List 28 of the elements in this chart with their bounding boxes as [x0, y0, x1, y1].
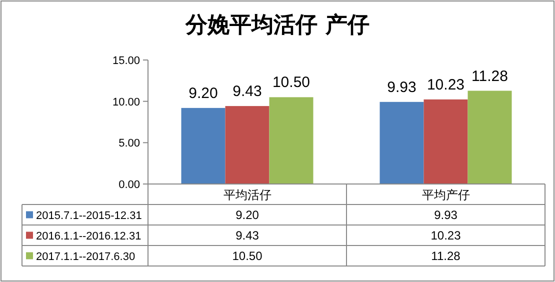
y-tick-label: 0.00 [118, 179, 140, 191]
data-label: 10.50 [232, 249, 263, 263]
data-label: 9.93 [434, 208, 458, 222]
chart-title: 分娩平均活仔 产仔 [184, 12, 370, 38]
legend-label: 2016.1.1--2016.12.31 [36, 230, 142, 242]
x-tick-label: 平均活仔 [223, 188, 272, 202]
data-label: 9.20 [236, 208, 260, 222]
text: 9.20 [188, 84, 218, 102]
bar [225, 106, 270, 184]
text: 9.43 [232, 83, 262, 100]
y-tick-label: 15.00 [112, 55, 140, 67]
bar [380, 102, 424, 184]
data-label: 11.28 [431, 249, 461, 263]
bar [269, 97, 314, 184]
legend-label: 2017.1.1--2017.6.30 [36, 251, 136, 263]
data-label: 9.43 [236, 228, 260, 242]
bar [181, 108, 226, 184]
y-tick-label: 5.00 [118, 138, 140, 150]
x-tick-label: 平均产仔 [422, 188, 470, 202]
bar [424, 99, 468, 184]
text: 10.23 [426, 76, 465, 94]
text: 11.28 [472, 68, 508, 85]
bar [468, 90, 512, 184]
legend-label: 2015.7.1--2015-12.31 [36, 210, 142, 222]
y-tick-label: 10.00 [112, 96, 140, 108]
text: 9.93 [387, 78, 416, 96]
text: 10.50 [272, 74, 310, 92]
data-label: 10.23 [430, 228, 462, 242]
